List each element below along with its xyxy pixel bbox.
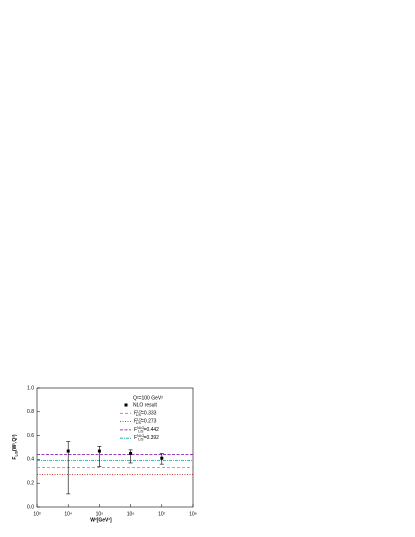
data-point <box>160 456 164 460</box>
y-tick-label: 0.6 <box>27 433 34 439</box>
plot-frame <box>36 387 194 508</box>
data-point <box>97 449 101 453</box>
legend-marker <box>124 403 128 407</box>
x-axis-label: W²[GeV²] <box>90 517 112 523</box>
legend-sub: L/S <box>136 421 142 425</box>
y-tick-label: 1.0 <box>27 385 34 391</box>
legend-sup: LO <box>137 418 142 422</box>
legend-sub: L/S <box>138 438 144 442</box>
y-tick-label: 0.2 <box>27 481 34 487</box>
legend-label: NLO result <box>133 402 158 408</box>
legend-sup: NLO <box>137 434 144 438</box>
legend-sub: L/S <box>136 413 142 417</box>
legend-base: F <box>134 436 137 442</box>
x-tick-label: 10⁷ <box>158 511 166 517</box>
x-tick-label: 10⁵ <box>96 511 104 517</box>
legend-sup: LO <box>137 409 142 413</box>
legend-sup: NLO <box>137 426 144 430</box>
y-tick-label: 0.0 <box>27 504 34 510</box>
y-tick-label: 0.4 <box>27 457 34 463</box>
legend-value: =0.333 <box>141 411 157 417</box>
legend-base: F <box>134 419 137 425</box>
y-label-sub: L/S <box>14 450 18 456</box>
legend-sub: L/S <box>138 429 144 433</box>
legend-title: Q²=100 GeV² <box>133 395 163 401</box>
y-axis-label: FL/S(W²,Q²) <box>12 434 18 460</box>
data-point <box>66 449 70 453</box>
legend-label: FNLO L/S=0.392 <box>134 434 159 442</box>
data-point <box>129 451 133 455</box>
x-tick-label: 10⁸ <box>189 511 197 517</box>
legend-base: F <box>134 411 137 417</box>
legend-value: =0.442 <box>144 427 160 433</box>
legend-value: =0.392 <box>144 436 160 442</box>
y-label-base: F <box>12 457 18 460</box>
legend-label: FLO L/S=0.333 <box>134 409 157 417</box>
y-tick-label: 0.8 <box>27 409 34 415</box>
y-label-rest: (W²,Q²) <box>12 434 18 451</box>
legend-label: FNLO L/S=0.442 <box>134 426 159 434</box>
legend-value: =0.273 <box>141 419 157 425</box>
x-tick-label: 10⁶ <box>127 511 135 517</box>
x-tick-label: 10⁴ <box>64 511 72 517</box>
x-tick-label: 10³ <box>33 511 41 517</box>
legend-label: FLO L/S=0.273 <box>134 418 157 426</box>
legend-base: F <box>134 427 137 433</box>
